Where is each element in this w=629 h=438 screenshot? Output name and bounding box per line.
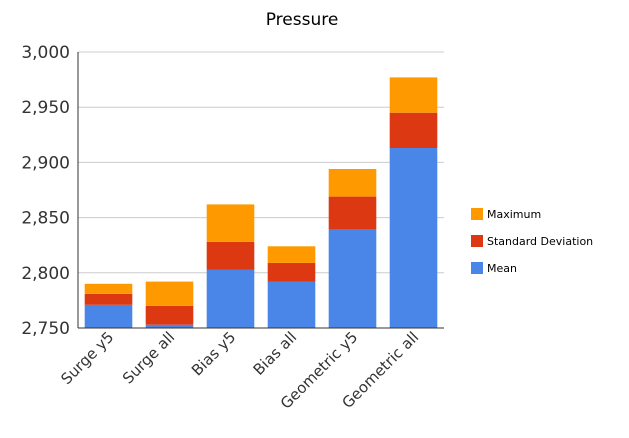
y-tick-label: 2,950	[21, 98, 70, 118]
bar-segment	[329, 197, 377, 230]
bar-segment	[207, 242, 255, 270]
bar-segment	[390, 77, 438, 112]
y-tick-label: 2,750	[21, 319, 70, 339]
bars-layer	[85, 77, 438, 328]
bar-segment	[85, 294, 133, 305]
y-tick-label: 2,800	[21, 264, 70, 284]
chart-title: Pressure	[266, 10, 339, 30]
grid-layer	[78, 52, 444, 328]
legend-swatch	[471, 262, 483, 274]
bar-segment	[268, 282, 316, 328]
bar-segment	[329, 169, 377, 197]
legend: Maximum Standard Deviation Mean	[471, 208, 593, 275]
bar-segment	[85, 284, 133, 294]
bar-segment	[268, 246, 316, 263]
x-tick-label: Bias y5	[188, 328, 239, 379]
y-tick-label: 2,850	[21, 209, 70, 229]
bar-segment	[390, 148, 438, 328]
legend-swatch	[471, 208, 483, 220]
x-tick-label: Bias all	[250, 328, 301, 379]
bar-segment	[390, 113, 438, 148]
bar-segment	[329, 230, 377, 328]
bar-segment	[85, 305, 133, 328]
bar-segment	[207, 270, 255, 329]
bar-segment	[207, 204, 255, 242]
x-tick-label: Surge all	[119, 328, 178, 387]
legend-swatch	[471, 235, 483, 247]
legend-label: Maximum	[487, 208, 541, 221]
y-axis-tick-labels: 2,750 2,800 2,850 2,900 2,950 3,000	[21, 43, 70, 339]
bar-segment	[146, 282, 194, 306]
y-tick-label: 2,900	[21, 153, 70, 173]
axis-layer	[78, 52, 444, 328]
bar-segment	[268, 263, 316, 282]
legend-label: Mean	[487, 262, 517, 275]
legend-label: Standard Deviation	[487, 235, 593, 248]
y-tick-label: 3,000	[21, 43, 70, 63]
bar-segment	[146, 306, 194, 325]
x-axis-category-labels: Surge y5 Surge all Bias y5 Bias allGeometri…	[57, 328, 422, 413]
